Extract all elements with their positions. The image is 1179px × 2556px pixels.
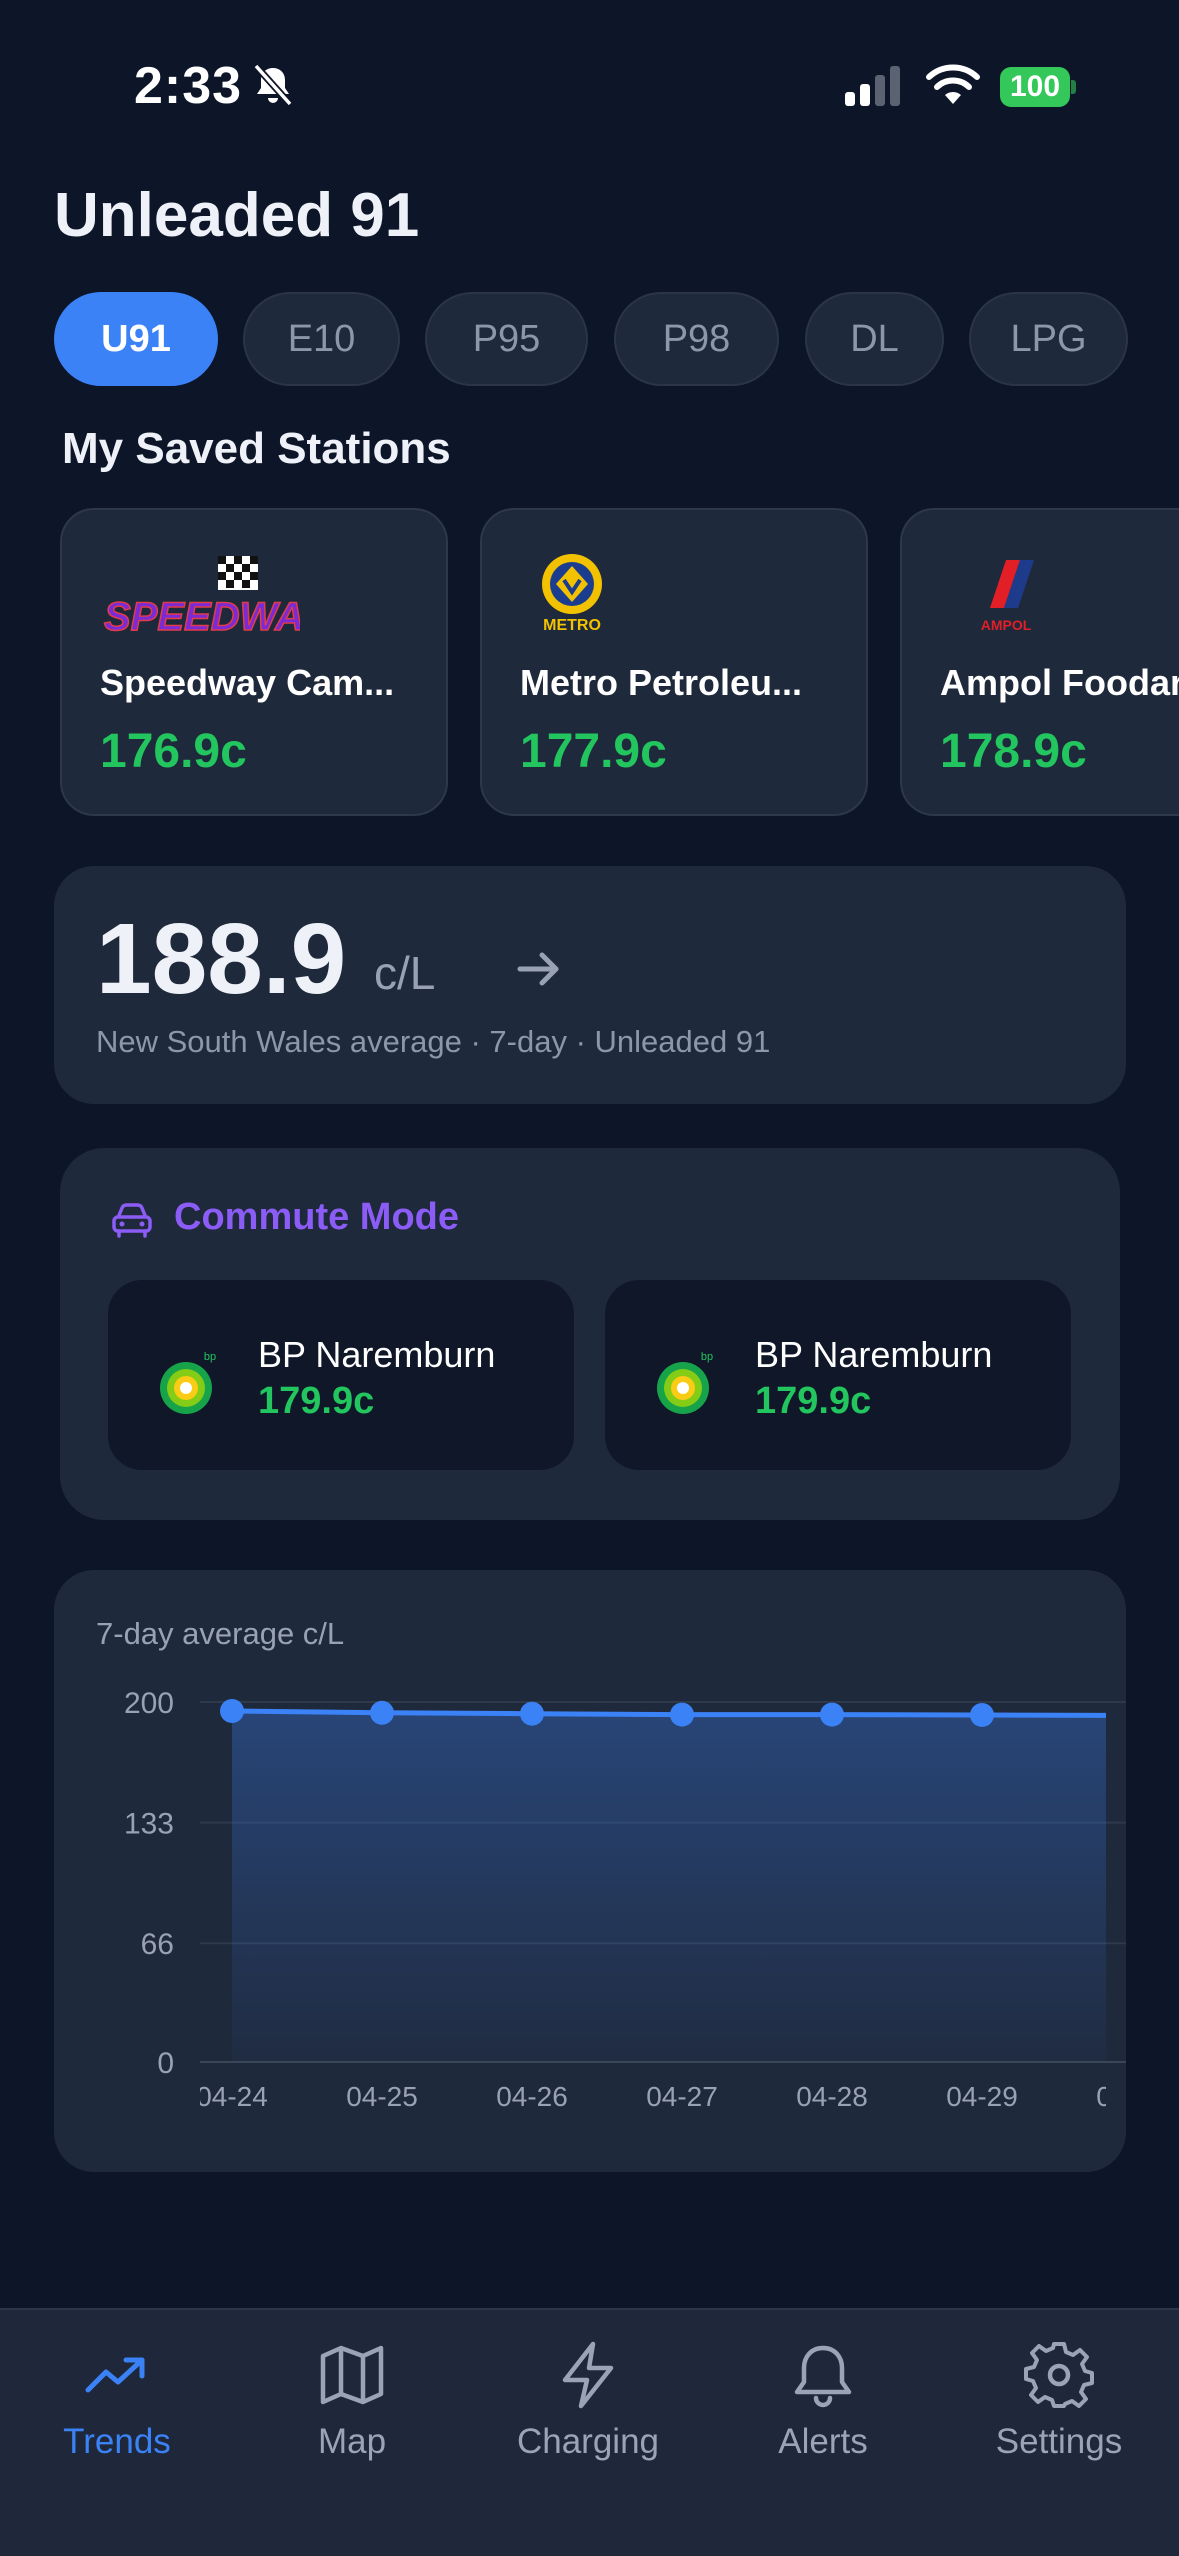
data-point <box>1120 1704 1126 1728</box>
average-description: New South Wales average · 7-day · Unlead… <box>96 1024 771 1059</box>
y-tick-label: 200 <box>124 1687 174 1720</box>
station-name: Ampol Foodar <box>940 662 1179 703</box>
cell-signal-icon <box>845 66 900 106</box>
commute-mode-card: Commute Mode bp BP Naremburn 179.9c bp B… <box>60 1148 1120 1520</box>
commute-station-card[interactable]: bp BP Naremburn 179.9c <box>108 1280 574 1470</box>
chip-lpg[interactable]: LPG <box>969 292 1128 386</box>
tab-settings[interactable]: Settings <box>959 2340 1159 2480</box>
station-price: 178.9c <box>940 725 1087 778</box>
tab-label: Map <box>317 2422 387 2461</box>
wifi-icon <box>926 64 980 104</box>
page-title: Unleaded 91 <box>54 181 420 250</box>
y-tick-label: 66 <box>141 1928 174 1961</box>
chip-p95[interactable]: P95 <box>425 292 588 386</box>
trend-chart-card: 7-day average c/L 0 66 133 200 04-24 04-25 04… <box>54 1570 1126 2172</box>
arrow-right-icon <box>517 952 559 986</box>
data-point <box>370 1700 394 1725</box>
battery-level: 100 <box>1000 67 1070 107</box>
commute-mode-title: Commute Mode <box>174 1196 459 1238</box>
x-tick-label: 04-30 <box>1096 2081 1126 2112</box>
bolt-icon <box>562 2341 614 2409</box>
trend-icon <box>85 2357 145 2393</box>
status-time: 2:33 <box>134 57 243 115</box>
tab-label: Alerts <box>778 2422 868 2461</box>
chart-line <box>231 1708 1106 1718</box>
chart-area <box>232 1711 1106 2062</box>
svg-text:SPEEDWAY: SPEEDWAY <box>104 595 300 639</box>
gear-icon <box>1024 2342 1094 2408</box>
average-unit: c/L <box>374 947 436 999</box>
chip-dl[interactable]: DL <box>805 292 944 386</box>
station-name: Speedway Cam... <box>100 662 395 703</box>
data-point <box>970 1702 994 1727</box>
y-tick-label: 0 <box>157 2047 174 2080</box>
section-title-saved: My Saved Stations <box>62 424 451 473</box>
chip-p98[interactable]: P98 <box>614 292 779 386</box>
svg-text:bp: bp <box>204 1351 216 1363</box>
saved-station-card[interactable]: AMPOL Ampol Foodar 178.9c <box>900 508 1179 816</box>
x-tick-label: 04-27 <box>646 2081 718 2112</box>
tab-bar: Trends Map Charging Alerts Settings <box>0 2308 1179 2556</box>
chip-e10[interactable]: E10 <box>243 292 400 386</box>
tab-trends[interactable]: Trends <box>17 2340 217 2480</box>
saved-station-card[interactable]: SPEEDWAY Speedway Cam... 176.9c <box>60 508 448 816</box>
y-tick-label: 133 <box>124 1808 174 1841</box>
chip-u91[interactable]: U91 <box>54 292 218 386</box>
svg-text:AMPOL: AMPOL <box>981 617 1032 633</box>
tab-label: Charging <box>516 2422 660 2461</box>
tab-label: Settings <box>995 2422 1123 2461</box>
tab-alerts[interactable]: Alerts <box>723 2340 923 2480</box>
bp-logo: bp <box>160 1351 216 1414</box>
chart-title: 7-day average c/L <box>96 1616 345 1651</box>
saved-station-card[interactable]: METRO Metro Petroleu... 177.9c <box>480 508 868 816</box>
commute-station-name: BP Naremburn <box>755 1334 993 1375</box>
data-point <box>670 1702 694 1727</box>
tab-label: Trends <box>63 2422 171 2461</box>
car-icon <box>112 1203 152 1238</box>
x-tick-label: 04-24 <box>196 2081 268 2112</box>
x-tick-label: 04-25 <box>346 2081 418 2112</box>
data-point <box>520 1701 544 1726</box>
commute-station-price: 179.9c <box>755 1380 872 1422</box>
trend-chart[interactable]: 0 66 133 200 04-24 04-25 04-26 04-27 04-28 04-29… <box>54 1570 1126 2172</box>
tab-charging[interactable]: Charging <box>488 2340 688 2480</box>
state-average-card[interactable]: 188.9 c/L New South Wales average · 7-da… <box>54 866 1126 1104</box>
x-tick-label: 04-28 <box>796 2081 868 2112</box>
station-name: Metro Petroleu... <box>520 662 803 703</box>
svg-text:bp: bp <box>701 1351 713 1363</box>
bp-logo: bp <box>657 1351 713 1414</box>
data-point <box>820 1702 844 1727</box>
data-point <box>220 1699 244 1723</box>
map-icon <box>320 2345 384 2405</box>
metro-logo: METRO <box>542 554 602 634</box>
x-tick-label: 04-29 <box>946 2081 1018 2112</box>
x-tick-label: 04-26 <box>496 2081 568 2112</box>
commute-station-card[interactable]: bp BP Naremburn 179.9c <box>605 1280 1071 1470</box>
bell-icon <box>794 2345 852 2408</box>
commute-station-name: BP Naremburn <box>258 1334 496 1375</box>
commute-station-price: 179.9c <box>258 1380 375 1422</box>
battery-indicator: 100 <box>1000 67 1076 107</box>
average-price: 188.9 <box>96 903 347 1015</box>
speedway-logo: SPEEDWAY <box>103 556 300 640</box>
station-price: 176.9c <box>100 725 247 778</box>
ampol-logo: AMPOL <box>981 560 1034 633</box>
station-price: 177.9c <box>520 725 667 778</box>
bell-muted-icon <box>253 63 293 107</box>
svg-text:METRO: METRO <box>543 617 601 634</box>
tab-map[interactable]: Map <box>252 2340 452 2480</box>
